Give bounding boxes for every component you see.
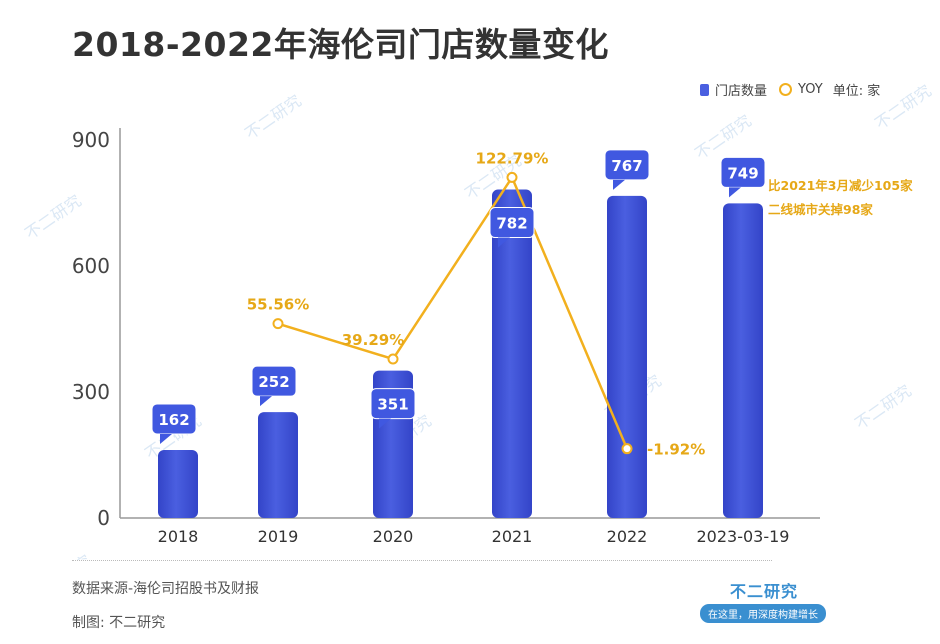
value-callout-pointer	[729, 187, 741, 198]
legend-line-swatch	[779, 83, 793, 96]
legend-unit-label: 单位: 家	[832, 84, 881, 99]
chart-title: 2018-2022年海伦司门店数量变化	[72, 25, 609, 64]
yoy-label: 55.56%	[247, 296, 309, 314]
x-tick-label: 2022	[607, 527, 648, 546]
bar-value-label: 767	[611, 157, 642, 175]
x-tick-label: 2019	[258, 527, 299, 546]
brand-slogan: 在这里，用深度构建增长	[700, 604, 826, 623]
watermark-text: 不二研究	[241, 91, 304, 143]
x-tick-label: 2023-03-19	[697, 527, 790, 546]
value-callout	[720, 156, 766, 188]
legend-bar-label: 门店数量	[715, 84, 768, 99]
yoy-line	[277, 174, 629, 450]
footer-divider	[72, 560, 772, 561]
value-callout-pointer	[613, 179, 625, 190]
bar	[258, 412, 298, 518]
y-tick-label: 300	[72, 380, 110, 404]
bar	[723, 203, 763, 519]
x-tick-label: 2021	[492, 527, 533, 546]
annotation-text: 比2021年3月减少105家	[768, 178, 913, 193]
chart-maker: 制图: 不二研究	[72, 615, 166, 631]
bar	[492, 189, 532, 518]
bar-value-label: 351	[377, 396, 408, 414]
value-callout	[251, 365, 297, 397]
yoy-label: 122.79%	[476, 149, 549, 167]
bar-value-label: 782	[496, 215, 527, 233]
bar-value-label: 252	[258, 373, 289, 391]
y-tick-label: 900	[72, 128, 110, 152]
bar	[158, 449, 198, 518]
watermark-text: 不二研究	[21, 191, 84, 243]
bar	[607, 195, 647, 519]
watermark-text: 不二研究	[871, 81, 934, 133]
value-callout-pointer	[379, 418, 391, 429]
value-callout	[370, 388, 416, 420]
watermark-text: 不二研究	[851, 381, 914, 433]
bar-value-label: 162	[158, 411, 189, 429]
value-callout	[151, 403, 197, 435]
x-tick-label: 2020	[373, 527, 414, 546]
yoy-point	[272, 318, 284, 330]
y-tick-label: 0	[97, 506, 110, 530]
chart-canvas: 不二研究不二研究不二研究不二研究不二研究不二研究不二研究不二研究不二研究不二研究…	[21, 81, 934, 560]
legend-bar-swatch	[700, 83, 709, 96]
yoy-point	[506, 171, 518, 183]
legend-line-label: YOY	[798, 82, 823, 97]
watermark-text: 不二研究	[691, 111, 754, 163]
yoy-point	[621, 443, 633, 455]
x-tick-label: 2018	[158, 527, 199, 546]
data-source: 数据来源-海伦司招股书及财报	[72, 581, 260, 597]
value-callout-pointer	[498, 237, 510, 248]
value-callout-pointer	[260, 396, 272, 407]
value-callout	[489, 207, 535, 239]
value-callout	[604, 149, 650, 181]
brand-logo: 不二研究	[730, 582, 799, 601]
watermark-text: 不二研究	[31, 551, 94, 560]
yoy-label: 39.29%	[342, 331, 404, 349]
value-callout-pointer	[160, 433, 172, 444]
annotation-text: 二线城市关掉98家	[768, 202, 873, 217]
yoy-label: -1.92%	[647, 441, 705, 459]
bar-value-label: 749	[727, 164, 758, 182]
yoy-point	[387, 353, 399, 365]
legend: 门店数量 YOY 单位: 家	[700, 80, 880, 99]
y-tick-label: 600	[72, 254, 110, 278]
